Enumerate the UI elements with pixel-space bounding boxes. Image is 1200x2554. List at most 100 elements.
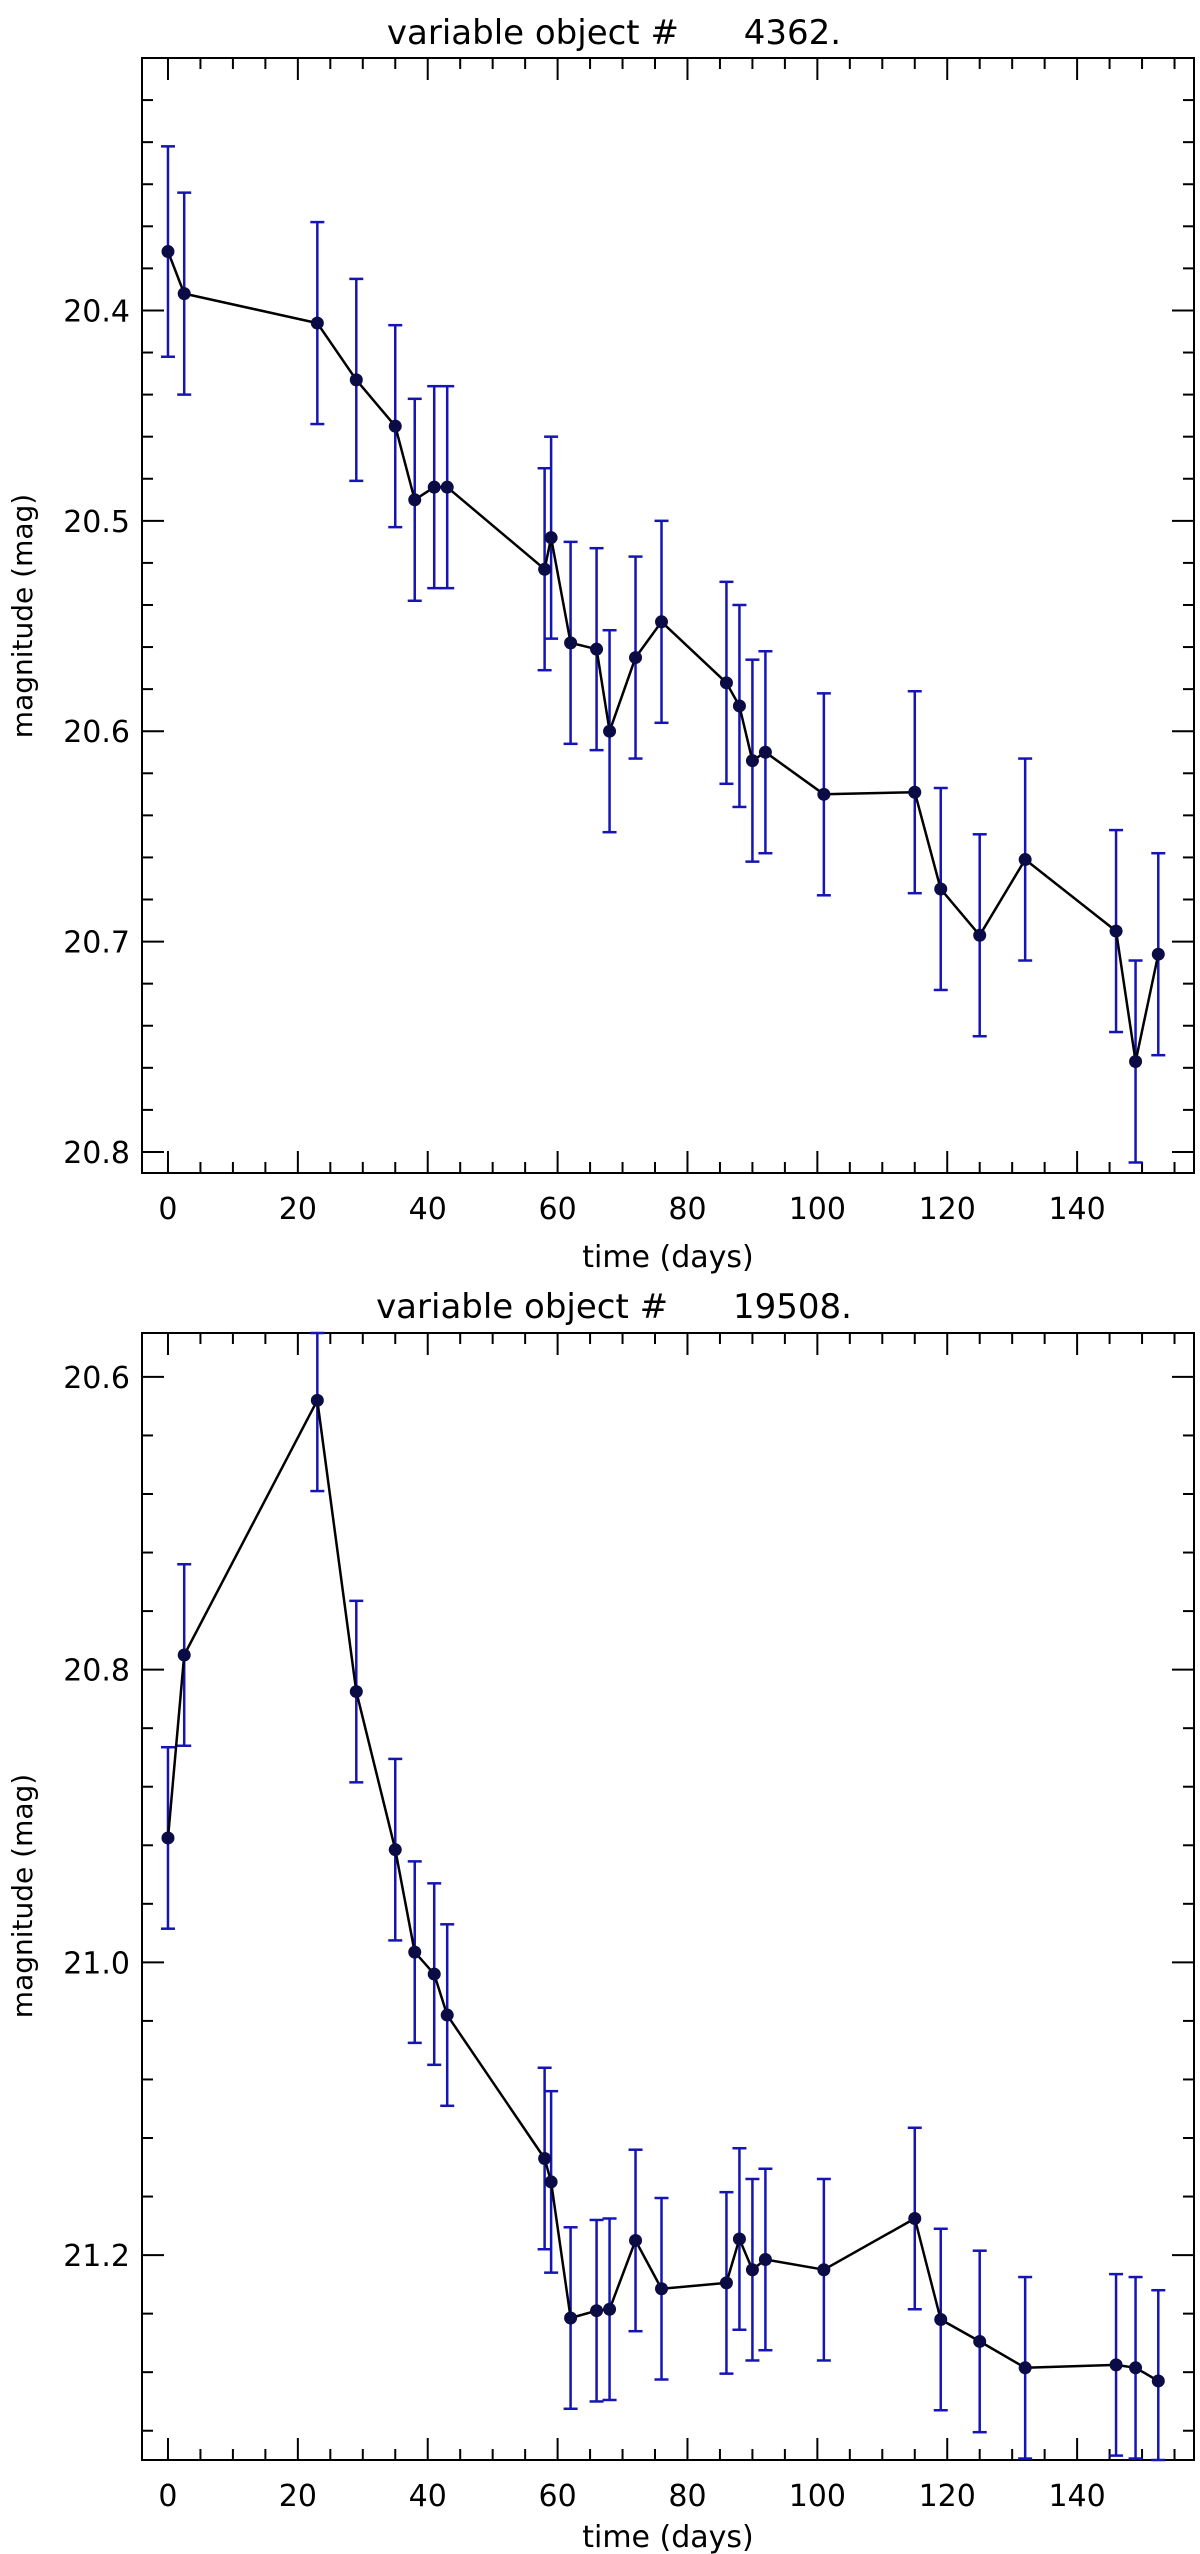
data-point (161, 1831, 175, 1845)
data-point (440, 2008, 454, 2022)
x-tick-label: 0 (158, 1192, 177, 1227)
data-point (732, 699, 746, 713)
x-axis-ticks: 0 20 40 60 80 100 120 140 (158, 58, 1176, 1227)
data-point (745, 754, 759, 768)
error-bars (160, 145, 1166, 1164)
y-tick-label: 20.8 (63, 1136, 130, 1171)
data-point (590, 642, 604, 656)
x-tick-label: 20 (279, 2479, 317, 2514)
plot-frame (141, 1332, 1195, 2461)
x-tick-label: 40 (409, 1192, 447, 1227)
data-point (1129, 2361, 1143, 2375)
x-tick-label: 80 (668, 2479, 706, 2514)
data-point (1018, 2361, 1032, 2375)
error-bar (310, 1331, 325, 1493)
y-axis-ticks: 20.4 20.5 20.6 20.7 20.8 (63, 57, 1194, 1171)
x-axis-label: time (days) (582, 2520, 754, 2554)
data-point (973, 2334, 987, 2348)
chart-object-4362: variable object # 4362. 0 20 40 60 80 100 120 1… (6, 13, 1195, 1275)
y-tick-label: 20.7 (63, 926, 130, 961)
x-tick-label: 100 (789, 2479, 846, 2514)
y-axis-label: magnitude (mag) (6, 1774, 39, 2018)
series-polyline (166, 1399, 1159, 2383)
data-point (564, 2311, 578, 2325)
x-tick-label: 0 (158, 2479, 177, 2514)
data-point (349, 373, 363, 387)
data-point (973, 928, 987, 942)
data-point (1151, 2374, 1165, 2388)
data-point (629, 651, 643, 665)
y-tick-label: 20.4 (63, 294, 130, 329)
data-point (745, 2263, 759, 2277)
data-point (427, 480, 441, 494)
x-tick-label: 40 (409, 2479, 447, 2514)
data-point (934, 882, 948, 896)
data-point (603, 2302, 617, 2316)
data-point (310, 1393, 324, 1407)
data-point (177, 1648, 191, 1662)
x-tick-label: 100 (789, 1192, 846, 1227)
x-tick-label: 80 (668, 1192, 706, 1227)
x-tick-label: 120 (919, 1192, 976, 1227)
data-point (719, 676, 733, 690)
data-point (758, 745, 772, 759)
data-point (564, 636, 578, 650)
data-point (1109, 924, 1123, 938)
data-point (538, 562, 552, 576)
data-point (629, 2233, 643, 2247)
y-tick-label: 20.6 (63, 715, 130, 750)
data-points (161, 245, 1165, 1068)
data-point (655, 615, 669, 629)
y-tick-label: 20.6 (63, 1361, 130, 1396)
data-point (408, 493, 422, 507)
data-points (161, 1393, 1165, 2388)
x-axis-label: time (days) (582, 1240, 754, 1275)
x-axis-ticks: 0 20 40 60 80 100 120 140 (158, 1333, 1176, 2514)
data-point (440, 480, 454, 494)
data-point (1109, 2358, 1123, 2372)
y-tick-label: 21.2 (63, 2239, 130, 2274)
x-tick-label: 60 (539, 2479, 577, 2514)
data-point (934, 2312, 948, 2326)
x-tick-label: 120 (919, 2479, 976, 2514)
y-axis-label: magnitude (mag) (6, 494, 39, 738)
data-point (1018, 853, 1032, 867)
data-point (544, 2175, 558, 2189)
data-point (427, 1967, 441, 1981)
data-point (544, 531, 558, 545)
data-point (655, 2282, 669, 2296)
data-point (603, 724, 617, 738)
x-tick-label: 140 (1048, 1192, 1105, 1227)
chart-object-19508: variable object # 19508. 0 20 40 60 80 100 120… (6, 1287, 1195, 2554)
plot-frame (141, 57, 1195, 1174)
data-point (817, 787, 831, 801)
data-point (161, 245, 175, 259)
data-point (408, 1945, 422, 1959)
data-point (590, 2304, 604, 2318)
data-point (388, 419, 402, 433)
data-point (310, 316, 324, 330)
data-point (758, 2252, 772, 2266)
y-tick-label: 21.0 (63, 1946, 130, 1981)
data-point (817, 2263, 831, 2277)
data-point (719, 2276, 733, 2290)
x-tick-label: 20 (279, 1192, 317, 1227)
y-tick-label: 20.8 (63, 1654, 130, 1689)
data-point (732, 2232, 746, 2246)
chart-title: variable object # 4362. (387, 13, 841, 53)
x-tick-label: 60 (539, 1192, 577, 1227)
y-axis-ticks: 20.6 20.8 21.0 21.2 (63, 1361, 1194, 2432)
x-tick-label: 140 (1048, 2479, 1105, 2514)
data-point (1151, 947, 1165, 961)
data-point (908, 2212, 922, 2225)
y-tick-label: 20.5 (63, 505, 130, 540)
data-point (538, 2151, 552, 2165)
data-point (388, 1843, 402, 1857)
chart-title: variable object # 19508. (376, 1287, 852, 1327)
data-point (349, 1685, 363, 1699)
data-point (908, 785, 922, 799)
data-point (1129, 1055, 1143, 1068)
data-point (177, 287, 191, 301)
series-line (166, 1399, 1159, 2383)
